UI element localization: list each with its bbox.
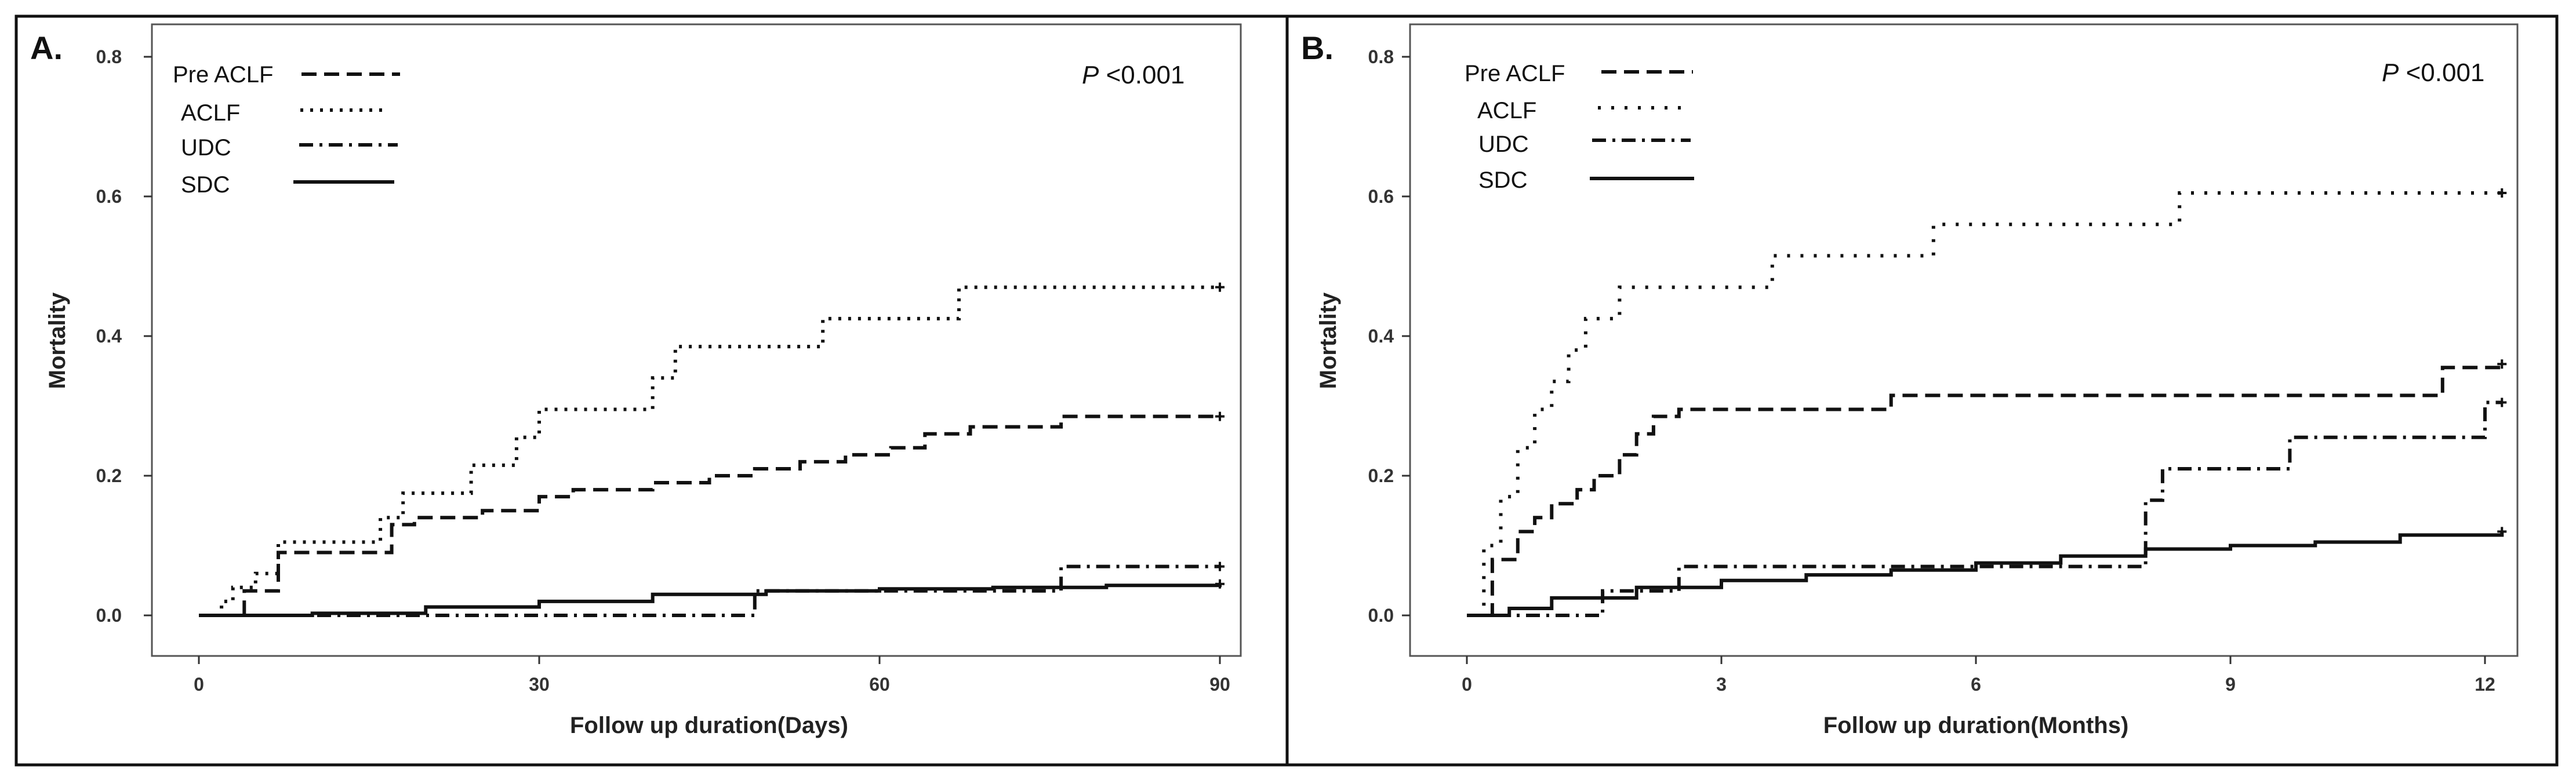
panel-b-xtick-label: 0 bbox=[1462, 674, 1472, 695]
panel-b-x-axis-title: Follow up duration(Months) bbox=[1823, 713, 2129, 738]
legend-label-aclf: ACLF bbox=[1477, 98, 1536, 123]
panel-b-p-value: P <0.001 bbox=[2382, 59, 2484, 87]
panel-b-frame bbox=[1285, 14, 2559, 767]
panel-a-plot-area bbox=[151, 23, 1242, 657]
panel-a-xtick-label: 30 bbox=[529, 674, 550, 695]
panel-b-ytick-label: 0.6 bbox=[1368, 186, 1394, 207]
panel-b-ytick-label: 0.0 bbox=[1368, 605, 1394, 626]
panel-b-xtick-label: 9 bbox=[2225, 674, 2236, 695]
panel-a-series-layer bbox=[199, 282, 1225, 617]
panel-a-label: A. bbox=[30, 30, 63, 66]
panel-a-x-axis-title: Follow up duration(Days) bbox=[570, 713, 848, 738]
legend-label-pre-aclf: Pre ACLF bbox=[1465, 61, 1565, 86]
series-end-marker-aclf bbox=[2497, 188, 2507, 198]
panel-a-y-axis-title: Mortality bbox=[45, 292, 70, 389]
panel-b-ytick-label: 0.2 bbox=[1368, 465, 1394, 486]
series-end-marker-aclf bbox=[1215, 282, 1225, 292]
panel-b-ytick-label: 0.8 bbox=[1368, 46, 1394, 67]
series-end-marker-udc bbox=[2497, 398, 2507, 407]
series-line-udc bbox=[1467, 400, 2502, 617]
panel-a-legend: Pre ACLF ACLF UDC SDC bbox=[173, 62, 400, 198]
panel-b-xtick-label: 12 bbox=[2475, 674, 2495, 695]
panel-b-xtick-label: 3 bbox=[1716, 674, 1727, 695]
series-end-marker-sdc bbox=[1215, 579, 1225, 589]
panel-b-p-symbol: P bbox=[2382, 59, 2399, 87]
series-line-sdc bbox=[1467, 531, 2504, 617]
panel-a-xtick-label: 0 bbox=[194, 674, 204, 695]
series-end-marker-pre-aclf bbox=[2497, 359, 2507, 369]
panel-a: A. 0.0 0.2 0.4 0.6 0.8 0 30 60 90 Follow… bbox=[14, 14, 1289, 767]
panel-b: B. 0.0 0.2 0.4 0.6 0.8 0 3 6 9 12 Follow… bbox=[1285, 14, 2559, 767]
panel-a-ytick-label: 0.0 bbox=[96, 605, 122, 626]
panel-b-plot-area bbox=[1409, 23, 2519, 657]
panel-a-ytick-label: 0.6 bbox=[96, 186, 122, 207]
series-end-marker-sdc bbox=[2497, 527, 2507, 537]
panel-a-p-text: <0.001 bbox=[1099, 61, 1185, 89]
panel-b-label: B. bbox=[1301, 30, 1334, 66]
panel-b-y-axis-title: Mortality bbox=[1316, 292, 1341, 389]
panel-a-ytick-label: 0.2 bbox=[96, 465, 122, 486]
panel-b-legend: Pre ACLF ACLF UDC SDC bbox=[1465, 61, 1694, 193]
panel-a-xtick-label: 60 bbox=[869, 674, 890, 695]
panel-b-series-layer bbox=[1467, 188, 2507, 617]
series-line-sdc bbox=[199, 584, 1222, 617]
legend-label-aclf: ACLF bbox=[181, 100, 240, 126]
panel-b-p-text: <0.001 bbox=[2399, 59, 2484, 87]
series-end-marker-udc bbox=[1215, 561, 1225, 571]
series-line-aclf bbox=[199, 285, 1220, 617]
panel-a-p-value: P <0.001 bbox=[1082, 61, 1185, 89]
panel-a-p-symbol: P bbox=[1082, 61, 1099, 89]
legend-label-udc: UDC bbox=[1478, 132, 1529, 157]
panel-b-ytick-label: 0.4 bbox=[1368, 326, 1394, 347]
series-line-pre-aclf bbox=[1467, 364, 2504, 617]
panel-a-xtick-label: 90 bbox=[1209, 674, 1230, 695]
panel-a-ytick-label: 0.4 bbox=[96, 326, 122, 347]
legend-label-sdc: SDC bbox=[181, 172, 230, 198]
panel-a-ytick-label: 0.8 bbox=[96, 46, 122, 67]
series-line-pre-aclf bbox=[199, 414, 1220, 617]
legend-label-sdc: SDC bbox=[1478, 167, 1527, 193]
legend-label-pre-aclf: Pre ACLF bbox=[173, 62, 273, 87]
series-end-marker-pre-aclf bbox=[1215, 411, 1225, 421]
series-line-udc bbox=[199, 564, 1220, 617]
legend-label-udc: UDC bbox=[181, 135, 231, 161]
panel-a-frame bbox=[14, 14, 1289, 767]
panel-b-xtick-label: 6 bbox=[1971, 674, 1981, 695]
